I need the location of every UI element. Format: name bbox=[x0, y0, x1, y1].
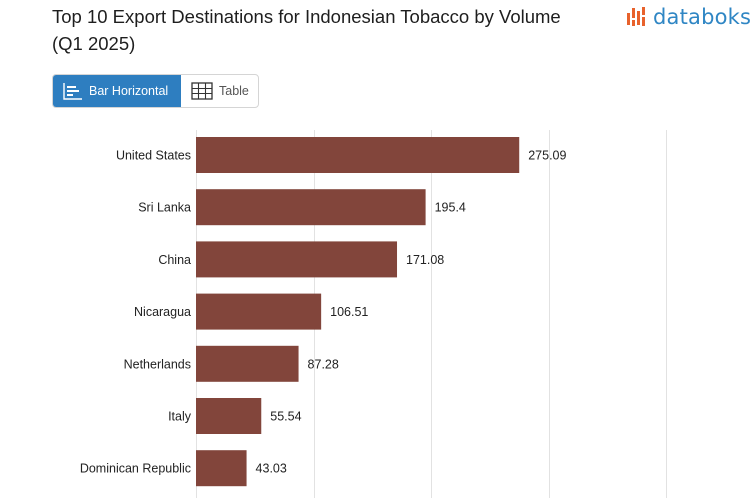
table-icon bbox=[191, 82, 213, 100]
value-label: 171.08 bbox=[406, 253, 444, 267]
logo-text: databoks bbox=[653, 5, 752, 29]
category-label: Dominican Republic bbox=[80, 462, 191, 476]
value-label: 43.03 bbox=[256, 462, 287, 476]
bar[interactable] bbox=[196, 450, 247, 487]
value-label: 195.4 bbox=[435, 201, 466, 215]
table-label: Table bbox=[219, 84, 249, 98]
value-label: 275.09 bbox=[528, 149, 566, 163]
bar[interactable] bbox=[196, 137, 520, 173]
databoks-logo-icon bbox=[627, 7, 645, 26]
category-label: Sri Lanka bbox=[138, 201, 191, 215]
bar[interactable] bbox=[196, 345, 299, 382]
bar[interactable] bbox=[196, 189, 426, 226]
table-button[interactable]: Table bbox=[181, 75, 258, 107]
value-label: 55.54 bbox=[270, 410, 301, 424]
category-label: Netherlands bbox=[124, 357, 191, 371]
category-label: Nicaragua bbox=[134, 305, 191, 319]
bar-horizontal-button[interactable]: Bar Horizontal bbox=[53, 75, 181, 107]
bar[interactable] bbox=[196, 241, 398, 278]
view-toggle: Bar Horizontal Table bbox=[52, 74, 259, 108]
value-label: 87.28 bbox=[308, 357, 339, 371]
bar-horizontal-label: Bar Horizontal bbox=[89, 84, 169, 98]
value-label: 106.51 bbox=[330, 305, 368, 319]
chart-title: Top 10 Export Destinations for Indonesia… bbox=[52, 6, 561, 54]
category-label: China bbox=[158, 253, 191, 267]
bar[interactable] bbox=[196, 398, 262, 434]
category-label: United States bbox=[116, 149, 191, 163]
category-label: Italy bbox=[168, 410, 192, 424]
databoks-logo[interactable]: databoks bbox=[626, 4, 751, 30]
bar-chart-icon bbox=[63, 83, 82, 100]
bar[interactable] bbox=[196, 293, 322, 330]
